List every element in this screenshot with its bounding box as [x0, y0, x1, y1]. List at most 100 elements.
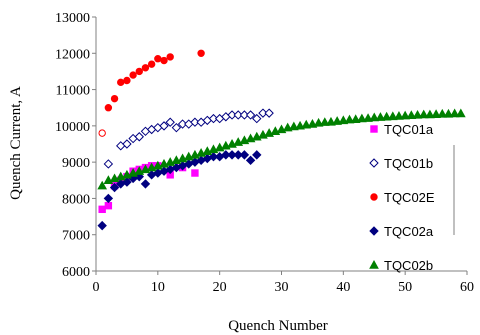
data-point-tqc02e [110, 94, 119, 103]
data-point-tqc02e [147, 60, 156, 68]
x-tick-label: 50 [398, 280, 412, 295]
data-point-tqc01b [122, 139, 132, 149]
data-point-tqc01b [227, 110, 237, 120]
data-point-tqc02b [97, 180, 108, 190]
data-point-tqc02b [363, 113, 373, 122]
data-point-tqc02b [387, 111, 398, 121]
data-point-tqc02b [289, 121, 299, 131]
y-tick-label: 11000 [56, 84, 90, 99]
y-tick-label: 9000 [62, 156, 90, 171]
data-point-tqc02b [443, 108, 454, 118]
data-point-tqc02e [123, 76, 131, 85]
data-point-tqc01b [264, 108, 274, 118]
data-point-tqc02e [104, 104, 113, 112]
data-point-tqc02a [221, 150, 231, 160]
y-tick-label: 10000 [55, 120, 90, 135]
x-tick-label: 20 [213, 280, 227, 295]
data-point-tqc01a [98, 205, 106, 214]
legend-label-tqc01b: TQC01b [384, 156, 433, 171]
y-tick-label: 8000 [62, 192, 90, 207]
data-point-tqc01b [177, 119, 188, 129]
data-point-tqc01b [171, 122, 182, 133]
series-tqc02e [98, 49, 205, 137]
data-point-tqc02b [431, 109, 441, 118]
data-point-tqc02b [344, 114, 355, 124]
legend-label-tqc02e: TQC02E [384, 190, 435, 205]
y-tick-label: 7000 [62, 229, 90, 244]
data-point-tqc02a [252, 150, 262, 160]
x-tick-label: 30 [275, 280, 289, 295]
axes: 6000 7000 8000 9000 10000 11000 12000 13000 0 10 2… [55, 11, 474, 295]
data-point-tqc02a [103, 193, 114, 204]
data-point-tqc02b [455, 108, 466, 118]
data-point-tqc01b [245, 110, 256, 120]
x-axis-title: Quench Number [228, 318, 328, 334]
data-point-tqc02b [295, 120, 305, 130]
data-point-tqc02a [245, 155, 256, 166]
data-point-tqc01b [165, 117, 175, 127]
data-point-tqc02b [282, 122, 293, 132]
data-point-tqc02b [301, 119, 312, 129]
y-tick-label: 12000 [55, 47, 90, 62]
data-point-tqc01b [208, 113, 219, 124]
data-point-tqc02b [350, 114, 361, 124]
data-point-tqc02b [332, 116, 342, 125]
data-point-tqc02a [239, 150, 250, 160]
x-tick-label: 0 [93, 280, 100, 295]
data-point-tqc02a [97, 220, 107, 231]
x-tick-label: 60 [460, 280, 474, 295]
series-tqc01b [103, 108, 274, 169]
data-point-tqc02b [425, 109, 435, 119]
legend: TQC01a TQC01b TQC02E TQC02a TQC02b [369, 122, 455, 273]
legend-marker-tqc02a [369, 226, 379, 236]
data-point-tqc02e [154, 55, 162, 63]
data-point-tqc01b [239, 110, 250, 120]
data-point-tqc02b [375, 112, 386, 121]
data-point-tqc02b [406, 110, 417, 120]
data-point-tqc02e [98, 129, 106, 137]
data-point-tqc02b [381, 111, 392, 121]
data-point-tqc02e [141, 64, 150, 72]
data-point-tqc02a [109, 182, 120, 193]
data-point-tqc01a [104, 201, 113, 210]
data-point-tqc02b [449, 108, 460, 118]
y-axis-title: Quench Current, A [8, 86, 24, 200]
data-marks [97, 49, 466, 231]
legend-label-tqc02a: TQC02a [384, 224, 434, 239]
data-point-tqc01a [191, 169, 199, 177]
legend-marker-tqc01a [370, 125, 378, 133]
legend-marker-tqc01b [369, 158, 379, 168]
data-point-tqc01b [159, 121, 169, 131]
data-point-tqc02b [307, 119, 318, 128]
data-point-tqc02e [135, 67, 143, 76]
data-point-tqc02b [338, 115, 349, 125]
data-point-tqc02a [233, 150, 243, 160]
data-point-tqc02b [313, 117, 324, 127]
data-point-tqc02e [129, 71, 137, 79]
x-tick-label: 10 [151, 280, 165, 295]
data-point-tqc01b [252, 113, 262, 124]
x-tick-label: 40 [336, 280, 350, 295]
data-point-tqc02e [117, 78, 125, 87]
data-point-tqc02a [227, 150, 237, 160]
data-point-tqc01b [258, 108, 268, 118]
data-point-tqc02b [437, 108, 448, 118]
legend-marker-tqc02b [369, 259, 379, 269]
y-tick-label: 13000 [55, 11, 90, 26]
data-point-tqc02b [319, 117, 330, 126]
data-point-tqc02a [140, 179, 151, 189]
data-point-tqc01b [190, 117, 200, 127]
data-point-tqc02b [394, 111, 404, 120]
legend-marker-tqc02e [370, 193, 378, 201]
data-point-tqc02b [418, 109, 429, 119]
y-tick-label: 6000 [62, 265, 90, 280]
data-point-tqc02b [412, 109, 423, 119]
data-point-tqc02e [160, 56, 168, 65]
legend-label-tqc01a: TQC01a [384, 122, 434, 137]
data-point-tqc01b [134, 132, 144, 142]
series-tqc02b [97, 108, 466, 190]
data-point-tqc02b [326, 116, 336, 126]
data-point-tqc01b [103, 159, 114, 169]
data-point-tqc02e [166, 53, 174, 61]
